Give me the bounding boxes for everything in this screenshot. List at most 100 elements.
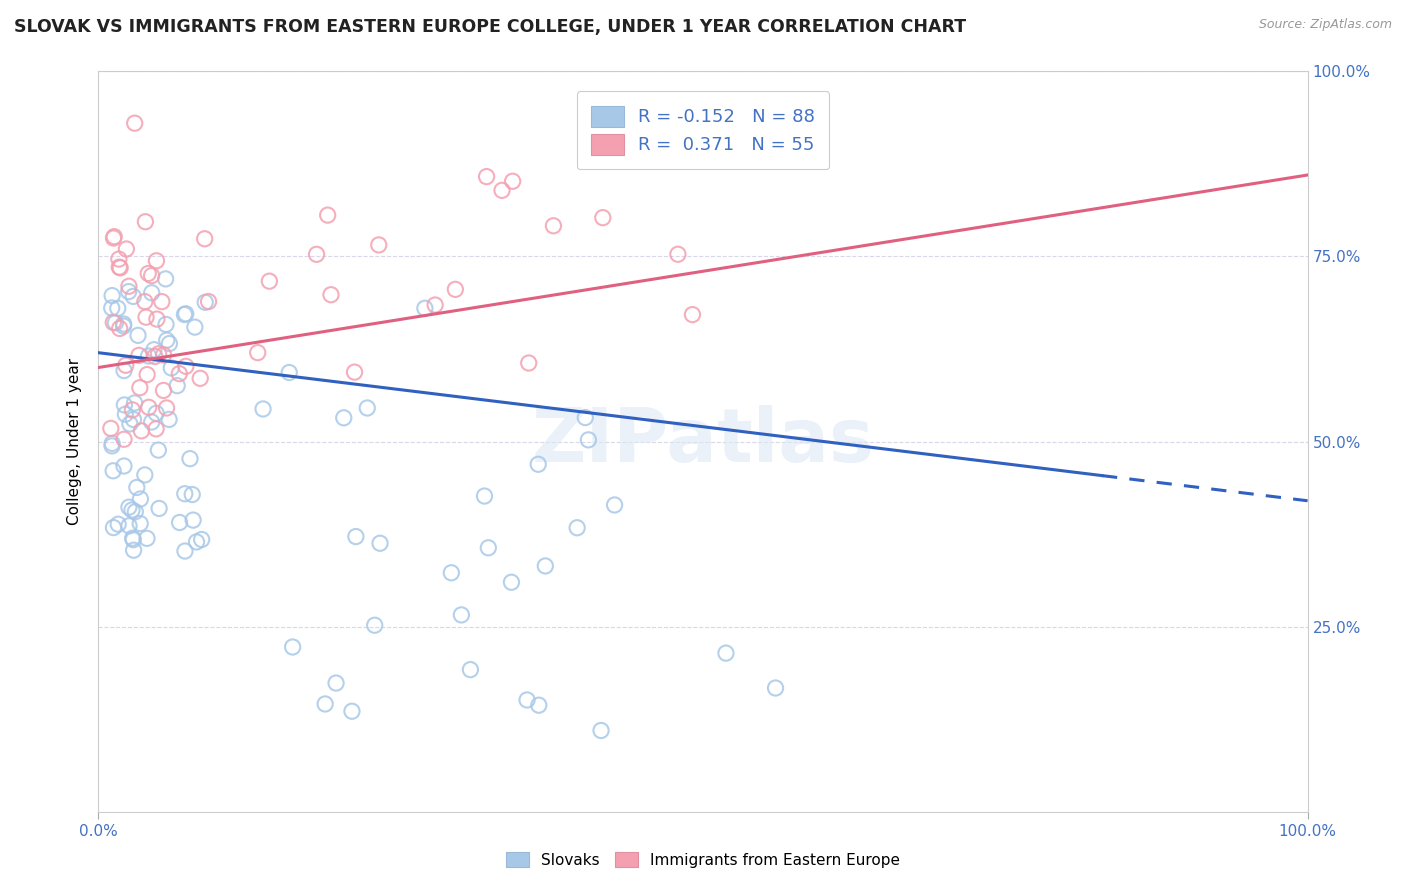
Point <box>576 433 599 447</box>
Point <box>112 363 135 377</box>
Point <box>152 348 174 362</box>
Point <box>160 360 183 375</box>
Point <box>134 467 156 482</box>
Point <box>131 424 153 438</box>
Point <box>714 646 737 660</box>
Point <box>138 349 160 363</box>
Point <box>174 359 197 374</box>
Point <box>124 396 146 410</box>
Point <box>666 247 689 261</box>
Point <box>527 457 550 471</box>
Point <box>477 541 499 555</box>
Point <box>246 345 269 359</box>
Point <box>118 285 141 299</box>
Point <box>368 536 391 550</box>
Point <box>527 698 550 713</box>
Point <box>325 676 347 690</box>
Point <box>155 401 177 415</box>
Point <box>367 238 389 252</box>
Point <box>103 229 125 244</box>
Point <box>143 343 166 357</box>
Point <box>143 350 166 364</box>
Point <box>148 501 170 516</box>
Point <box>765 681 787 695</box>
Point <box>108 260 131 274</box>
Point <box>157 412 180 426</box>
Point <box>112 319 135 334</box>
Point <box>517 356 540 370</box>
Point <box>491 183 513 197</box>
Point <box>152 384 174 398</box>
Point <box>501 575 523 590</box>
Point <box>115 242 138 256</box>
Point <box>460 663 482 677</box>
Point <box>108 321 131 335</box>
Point <box>112 432 135 446</box>
Point <box>128 381 150 395</box>
Point <box>166 378 188 392</box>
Point <box>343 365 366 379</box>
Point <box>281 640 304 654</box>
Point <box>108 260 131 275</box>
Point <box>194 295 217 310</box>
Point <box>363 618 385 632</box>
Point <box>122 412 145 426</box>
Point <box>450 607 472 622</box>
Text: Source: ZipAtlas.com: Source: ZipAtlas.com <box>1258 18 1392 31</box>
Point <box>543 219 565 233</box>
Point <box>108 252 131 266</box>
Point <box>278 366 301 380</box>
Point <box>118 279 141 293</box>
Point <box>118 518 141 533</box>
Point <box>141 285 163 300</box>
Point <box>423 298 446 312</box>
Point <box>174 307 197 321</box>
Point <box>440 566 463 580</box>
Point <box>122 289 145 303</box>
Point <box>145 422 167 436</box>
Point <box>169 367 191 381</box>
Point <box>259 274 281 288</box>
Point <box>190 533 212 547</box>
Point <box>474 489 496 503</box>
Point <box>141 415 163 429</box>
Point <box>155 318 177 332</box>
Point <box>129 516 152 531</box>
Text: ZIPatlas: ZIPatlas <box>531 405 875 478</box>
Point <box>101 464 124 478</box>
Point <box>603 498 626 512</box>
Point <box>305 247 328 261</box>
Point <box>319 287 342 301</box>
Point <box>169 516 191 530</box>
Point <box>135 310 157 325</box>
Point <box>114 407 136 421</box>
Point <box>145 253 167 268</box>
Point <box>148 443 170 458</box>
Point <box>516 693 538 707</box>
Point <box>146 312 169 326</box>
Point <box>136 267 159 281</box>
Point <box>589 723 612 738</box>
Point <box>148 347 170 361</box>
Point <box>101 439 124 453</box>
Point <box>179 451 201 466</box>
Point <box>502 174 524 188</box>
Point <box>101 436 124 450</box>
Point <box>103 520 125 534</box>
Point <box>574 410 596 425</box>
Point <box>118 417 141 431</box>
Point <box>344 530 367 544</box>
Point <box>101 288 124 302</box>
Point <box>565 521 588 535</box>
Point <box>332 410 354 425</box>
Point <box>121 402 143 417</box>
Point <box>107 301 129 316</box>
Point <box>129 491 152 506</box>
Point <box>340 704 363 718</box>
Point <box>194 232 217 246</box>
Point <box>125 480 148 494</box>
Point <box>252 401 274 416</box>
Point <box>128 348 150 362</box>
Point <box>145 406 167 420</box>
Point <box>316 208 339 222</box>
